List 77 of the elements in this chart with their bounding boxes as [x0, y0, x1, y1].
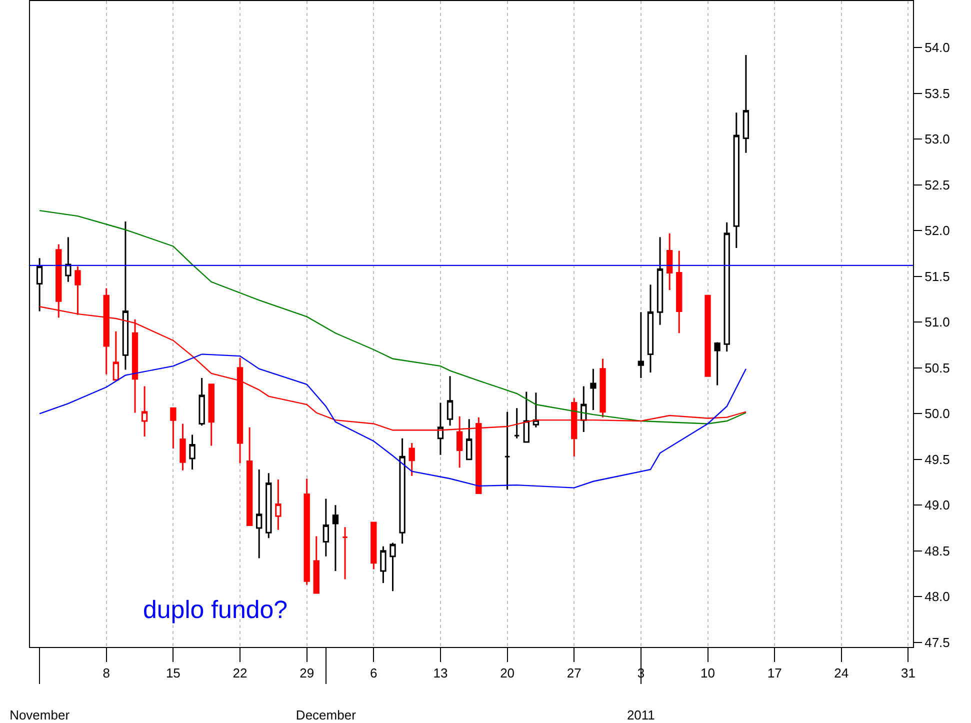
x-tick-label: 31 — [900, 666, 916, 681]
x-tick-label: 6 — [370, 666, 378, 681]
candlestick — [256, 468, 262, 559]
candlestick — [523, 390, 530, 443]
candlestick — [275, 478, 282, 531]
candlestick — [313, 536, 320, 594]
y-tick-label: 51.5 — [924, 268, 950, 284]
candlestick — [65, 236, 72, 283]
y-tick-label: 50.0 — [924, 406, 950, 422]
candlestick — [638, 311, 644, 379]
y-tick-label: 48.5 — [924, 543, 950, 558]
line-series — [38, 354, 747, 488]
candlestick — [532, 392, 540, 428]
x2-tick-label: November — [10, 708, 70, 723]
y-tick-label: 53.5 — [924, 86, 950, 101]
candlestick — [504, 411, 510, 490]
x-tick-label: 29 — [300, 666, 314, 681]
candlestick — [600, 358, 606, 418]
candlestick — [342, 526, 348, 580]
annotation: duplo fundo? — [143, 596, 288, 624]
y-tick-label: 47.5 — [924, 634, 950, 650]
y-tick-label: 52.0 — [924, 223, 950, 238]
candlestick — [704, 294, 711, 377]
candlestick — [466, 418, 472, 460]
candlestick — [322, 498, 330, 558]
line-series — [38, 210, 747, 424]
candlestick — [724, 222, 730, 352]
x-tick-label: 22 — [232, 666, 248, 681]
x-tick-label: 10 — [700, 666, 715, 681]
candlestick — [647, 284, 654, 374]
candlestick — [198, 377, 205, 426]
x-tick-label: 27 — [566, 666, 582, 681]
y-tick-label: 53.0 — [924, 132, 950, 147]
candlestick — [112, 330, 119, 381]
x-tick-label: 17 — [767, 666, 782, 681]
candlestick — [122, 220, 129, 370]
candlestick — [514, 407, 520, 440]
y-tick-label: 54.0 — [924, 40, 950, 56]
x-tick-label: 24 — [834, 666, 849, 681]
y-tick-label: 52.5 — [924, 177, 950, 192]
candlestick — [714, 342, 720, 386]
candlestick — [408, 442, 415, 477]
candlestick — [304, 478, 310, 586]
candlestick — [437, 402, 444, 456]
candlestick — [390, 542, 396, 592]
y-tick-label: 50.5 — [924, 360, 950, 376]
x2-tick-label: 2011 — [626, 708, 655, 723]
y-tick-label: 48.0 — [924, 589, 950, 604]
x-tick-label: 13 — [433, 666, 448, 681]
candlestick — [590, 368, 596, 411]
candlestick — [208, 384, 214, 446]
y-tick-label: 49.5 — [924, 452, 950, 467]
candlestick — [332, 504, 339, 572]
x-tick-label: 20 — [500, 666, 515, 681]
candlestick — [180, 422, 186, 472]
x-tick-label: 8 — [102, 666, 110, 681]
candlestick — [189, 434, 196, 470]
candlestick — [399, 438, 406, 544]
candlestick — [170, 407, 176, 450]
candlestick — [246, 426, 253, 526]
candlestick — [446, 375, 454, 426]
candlestick — [141, 385, 148, 438]
candlestick — [742, 54, 750, 154]
candlestick — [380, 546, 386, 584]
x-tick-label: 15 — [166, 666, 180, 681]
candlestick — [733, 112, 740, 249]
candlestick — [132, 318, 138, 414]
candlestick — [36, 257, 43, 312]
y-tick-label: 51.0 — [924, 314, 950, 330]
y-tick-label: 49.0 — [924, 498, 950, 513]
candlestick — [266, 472, 272, 539]
candlestick — [676, 250, 682, 334]
candlestick — [370, 522, 377, 570]
candlestick — [580, 385, 587, 433]
x2-tick-label: December — [296, 708, 357, 723]
candlestick — [656, 236, 664, 326]
candlestick — [666, 232, 673, 291]
